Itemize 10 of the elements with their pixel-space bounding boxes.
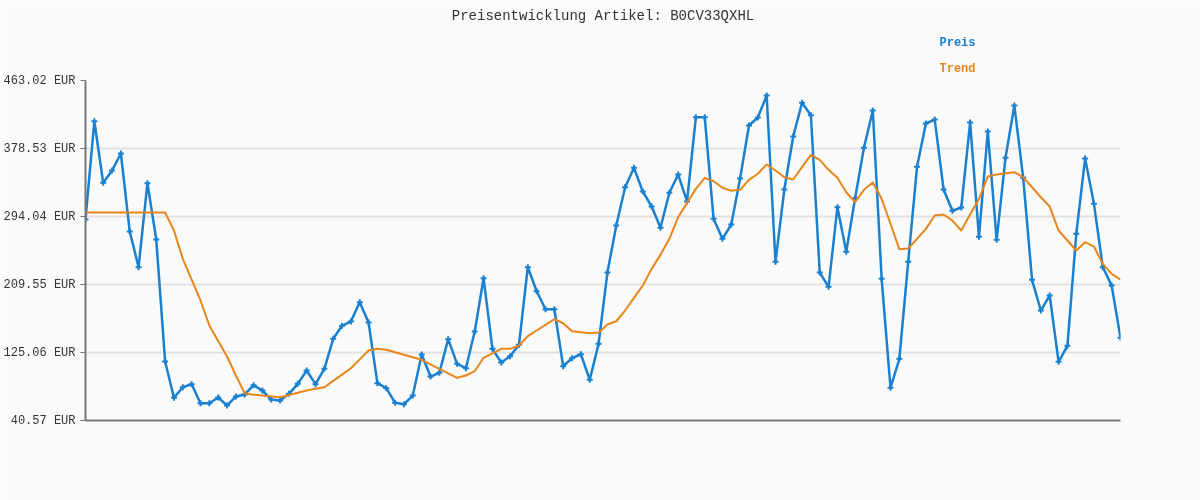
chart-title: Preisentwicklung Artikel: B0CV33QXHL xyxy=(451,7,755,24)
y-tick-label: 463.02 EUR xyxy=(3,73,76,88)
y-tick-label: 209.55 EUR xyxy=(3,277,76,292)
text: Trend xyxy=(939,61,976,76)
y-tick-label: 294.04 EUR xyxy=(3,209,76,224)
text: Preis xyxy=(939,35,976,50)
line-series xyxy=(85,153,1121,399)
y-tick-label: 40.57 EUR xyxy=(10,413,76,428)
y-tick-label: 378.53 EUR xyxy=(3,141,76,156)
y-tick-label: 125.06 EUR xyxy=(3,345,76,360)
